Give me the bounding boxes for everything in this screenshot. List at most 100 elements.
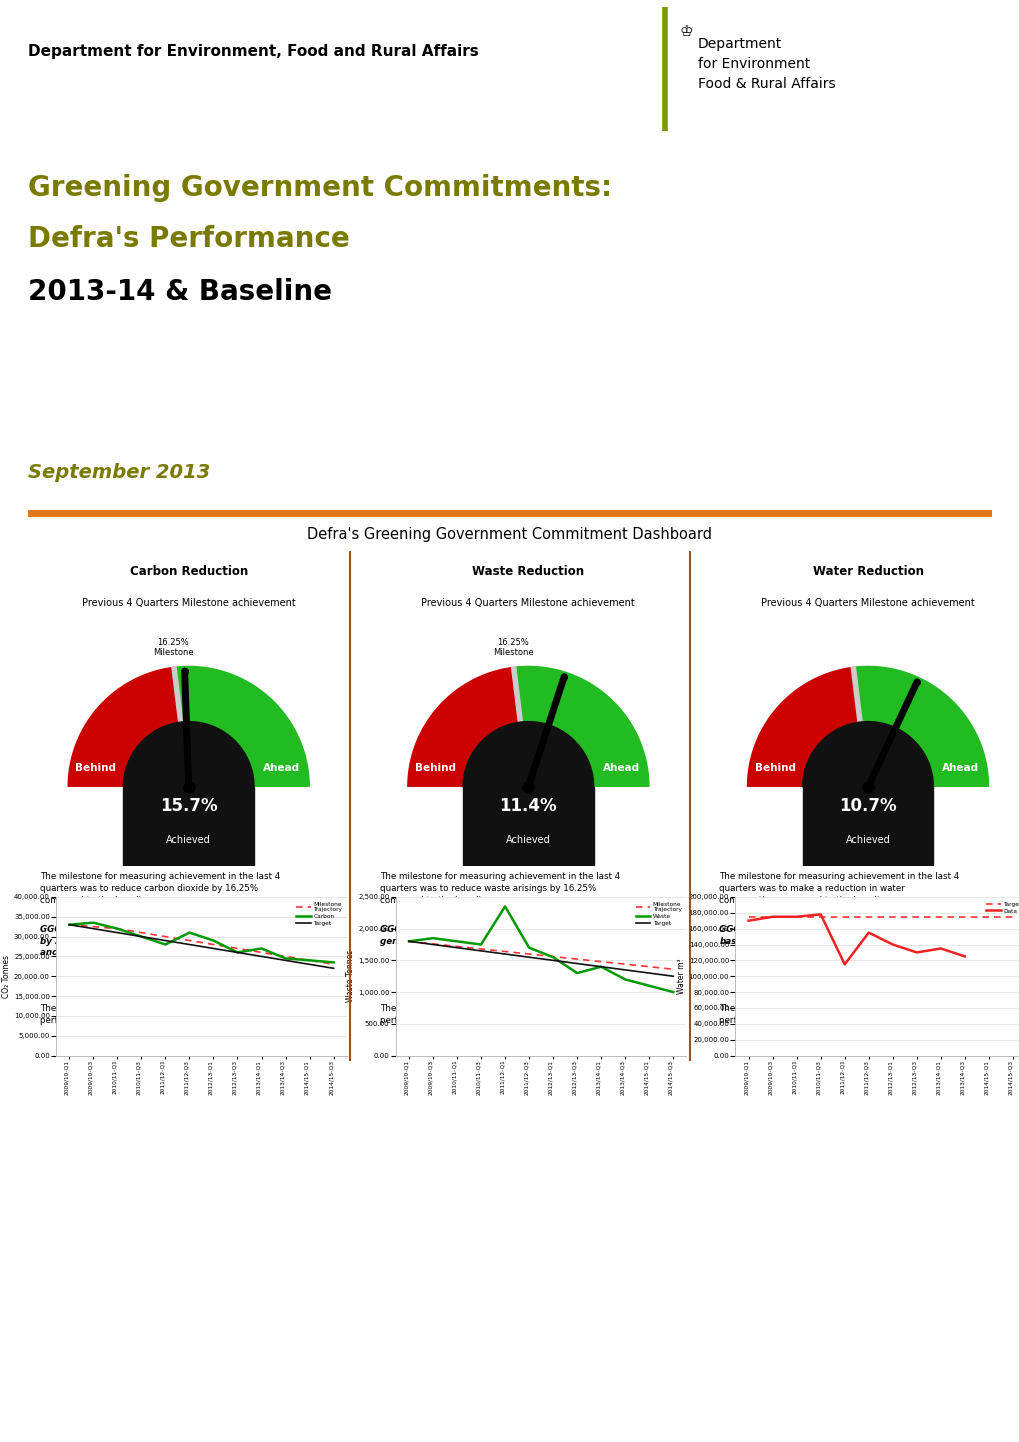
Waste [427,930,439,947]
Waste [642,978,654,995]
Text: Carbon Reduction: Carbon Reduction [129,564,248,578]
Milestone
Trajectory [183,932,196,949]
Line: Milestone
Trajectory: Milestone Trajectory [409,942,673,969]
Data [910,943,922,960]
Milestone
Trajectory [207,936,219,953]
Carbon [88,914,100,932]
Polygon shape [746,666,859,787]
Carbon [183,924,196,942]
Waste [594,957,606,975]
Target [933,908,946,926]
Target [475,942,487,959]
Text: 16.25%
Milestone: 16.25% Milestone [153,637,194,658]
Target [327,960,339,978]
Text: Previous 4 Quarters Milestone achievement: Previous 4 Quarters Milestone achievemen… [82,598,296,607]
Text: The milestone for measuring achievement in the last 4
quarters was to reduce was: The milestone for measuring achievement … [379,872,620,906]
Line: Target: Target [69,924,333,969]
Target [88,920,100,937]
Target [790,908,802,926]
Milestone
Trajectory [450,937,463,955]
Target [403,933,415,950]
Waste [523,939,535,956]
Text: Previous 4 Quarters Milestone achievement: Previous 4 Quarters Milestone achievemen… [421,598,635,607]
Legend: Milestone
Trajectory, Waste, Target: Milestone Trajectory, Waste, Target [634,900,683,927]
Data [958,947,970,965]
Text: 11.4%: 11.4% [499,797,556,815]
Milestone
Trajectory [498,943,511,960]
Target [498,946,511,963]
Text: GGC Target: Reduce greenhouse gas emissions
by 25% from baseline from the whole : GGC Target: Reduce greenhouse gas emissi… [40,926,271,956]
Text: Department for Environment, Food and Rural Affairs: Department for Environment, Food and Rur… [28,45,478,59]
Carbon [111,920,123,937]
Text: Ahead: Ahead [602,763,639,773]
Target [63,916,75,933]
Target [207,940,219,957]
Milestone
Trajectory [619,956,631,973]
Text: The milestone for measuring achievement in the last 4
quarters was to reduce car: The milestone for measuring achievement … [40,872,280,906]
Milestone
Trajectory [403,933,415,950]
Y-axis label: Water m³: Water m³ [677,959,685,994]
Polygon shape [463,787,593,867]
Text: Ahead: Ahead [942,763,978,773]
Milestone
Trajectory [571,950,583,968]
Target [666,968,679,985]
Target [231,943,244,960]
Text: Previous 4 Quarters Milestone achievement: Previous 4 Quarters Milestone achievemen… [760,598,974,607]
Polygon shape [407,666,520,787]
Text: The chart below shows the department’s ongoing
performance against this target.: The chart below shows the department’s o… [718,1005,935,1025]
Data [886,936,898,953]
Target [450,939,463,956]
Milestone
Trajectory [546,947,558,965]
Target [838,908,850,926]
Target [814,908,826,926]
Waste [475,936,487,953]
Milestone
Trajectory [159,929,171,946]
Polygon shape [123,721,254,787]
Target [255,947,267,965]
Data [790,908,802,926]
Waste [498,898,511,916]
Target [642,965,654,982]
Target [183,936,196,953]
Legend: Milestone
Trajectory, Carbon, Target: Milestone Trajectory, Carbon, Target [294,900,343,927]
Text: September 2013: September 2013 [28,463,210,482]
Waste [666,983,679,1001]
Carbon [159,936,171,953]
Text: Achieved: Achieved [166,835,211,845]
Text: Greening Government Commitments:: Greening Government Commitments: [28,174,611,202]
Target [303,956,315,973]
Legend: Target, Data: Target, Data [983,900,1019,916]
Line: Milestone
Trajectory: Milestone Trajectory [69,924,333,965]
Target [136,929,148,946]
Target [862,908,874,926]
Milestone
Trajectory [303,952,315,969]
Text: Behind: Behind [75,763,116,773]
Text: 10.7%: 10.7% [839,797,896,815]
Data [814,906,826,923]
Polygon shape [463,721,593,787]
Text: Water Reduction: Water Reduction [812,564,922,578]
Milestone
Trajectory [231,940,244,957]
Target [910,908,922,926]
Milestone
Trajectory [666,960,679,978]
Target [427,936,439,953]
Target [594,957,606,975]
Polygon shape [802,721,932,787]
Milestone
Trajectory [255,943,267,960]
Target [571,955,583,972]
Text: GGC Target: Reduce water consumption from
baseline: GGC Target: Reduce water consumption fro… [718,926,941,946]
Milestone
Trajectory [279,947,291,965]
Waste [450,933,463,950]
Text: Behind: Behind [415,763,455,773]
Polygon shape [514,666,649,787]
Milestone
Trajectory [111,920,123,937]
Polygon shape [853,666,988,787]
Text: 15.7%: 15.7% [160,797,217,815]
Text: ♔: ♔ [680,25,693,39]
Carbon [303,952,315,969]
Text: Defra's Performance: Defra's Performance [28,225,350,252]
Target [1006,908,1018,926]
Target [958,908,970,926]
Milestone
Trajectory [642,957,654,975]
Text: Ahead: Ahead [263,763,300,773]
